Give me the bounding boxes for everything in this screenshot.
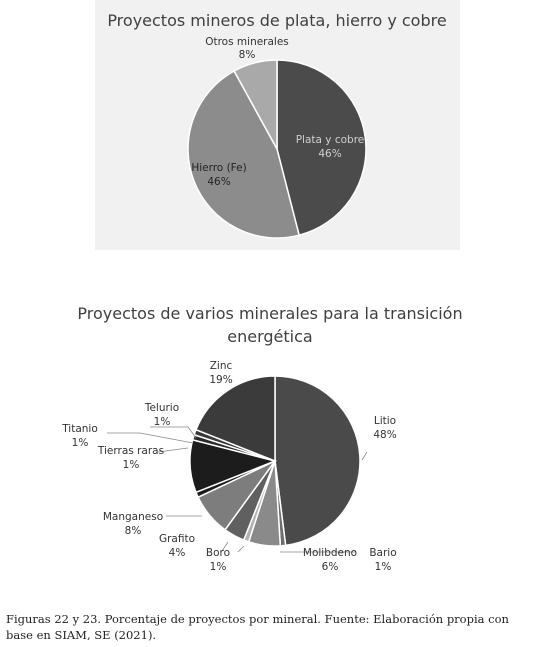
- label-titanio: Titanio: [61, 423, 98, 435]
- value-zinc: 19%: [209, 374, 232, 386]
- figure-caption: Figuras 22 y 23. Porcentaje de proyectos…: [6, 612, 509, 642]
- label-molibdeno: Molibdeno: [303, 547, 357, 559]
- pie-chart-2: Proyectos de varios minerales para la tr…: [61, 304, 462, 573]
- value-bario: 1%: [375, 561, 392, 573]
- value-litio: 48%: [373, 429, 396, 441]
- leader-litio: [361, 451, 368, 461]
- leader-titanio: [107, 432, 194, 444]
- label-zinc: Zinc: [210, 360, 233, 372]
- value-manganeso: 8%: [125, 525, 142, 537]
- pie-slice-litio-0: [274, 375, 361, 547]
- label-litio: Litio: [374, 415, 396, 427]
- value-plata-cobre: 46%: [318, 148, 341, 160]
- label-grafito: Grafito: [159, 533, 195, 545]
- value-tierras-raras: 1%: [123, 459, 140, 471]
- label-plata-cobre: Plata y cobre: [296, 134, 365, 146]
- leader-grafito: [221, 541, 229, 552]
- leader-tierras-raras: [157, 447, 189, 453]
- value-hierro: 46%: [207, 176, 230, 188]
- value-otros-minerales: 8%: [239, 49, 256, 61]
- label-boro: Boro: [206, 547, 230, 559]
- chart-transition-minerals: Proyectos de varios minerales para la tr…: [40, 290, 500, 590]
- leader-telurio: [150, 426, 197, 439]
- label-tierras-raras: Tierras raras: [97, 445, 164, 457]
- value-grafito: 4%: [169, 547, 186, 559]
- chart2-title-line1: Proyectos de varios minerales para la tr…: [77, 304, 462, 323]
- value-telurio: 1%: [154, 416, 171, 428]
- label-bario: Bario: [369, 547, 396, 559]
- leader-boro: [237, 545, 245, 553]
- chart-silver-iron-copper: Proyectos mineros de plata, hierro y cob…: [95, 0, 460, 250]
- pie-slice-hierro-fe-1: [187, 69, 301, 239]
- chart2-title-line2: energética: [227, 327, 312, 346]
- pie-slice-plata-y-cobre-0: [276, 59, 367, 237]
- pie-slice-otros-minerales-2: [233, 59, 278, 150]
- value-molibdeno: 6%: [322, 561, 339, 573]
- pie-slice-zinc-10: [194, 375, 276, 463]
- label-hierro: Hierro (Fe): [191, 162, 246, 174]
- pie-chart-1: Proyectos mineros de plata, hierro y cob…: [107, 11, 447, 239]
- value-titanio: 1%: [72, 437, 89, 449]
- value-boro: 1%: [210, 561, 227, 573]
- label-otros-minerales: Otros minerales: [205, 36, 289, 48]
- label-telurio: Telurio: [144, 402, 179, 414]
- label-manganeso: Manganeso: [103, 511, 163, 523]
- chart1-title: Proyectos mineros de plata, hierro y cob…: [107, 11, 446, 30]
